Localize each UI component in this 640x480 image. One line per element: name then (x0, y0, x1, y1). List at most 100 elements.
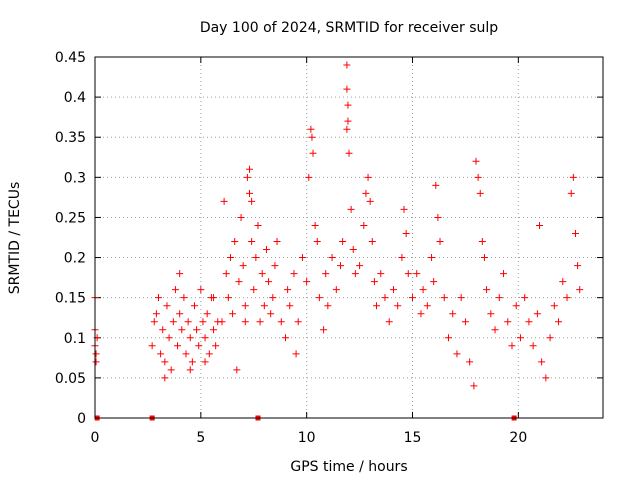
data-point (252, 254, 260, 262)
data-point (201, 334, 209, 342)
data-point (311, 221, 319, 229)
y-tick-label: 0.2 (64, 251, 86, 267)
data-point (512, 302, 520, 310)
data-point (169, 318, 177, 326)
data-point (398, 254, 406, 262)
data-point (186, 366, 194, 374)
data-point (167, 366, 175, 374)
x-axis-label: GPS time / hours (290, 459, 407, 475)
data-point (538, 358, 546, 366)
data-point (453, 350, 461, 358)
data-point (161, 374, 169, 382)
data-point (343, 85, 351, 93)
data-point (576, 286, 584, 294)
data-point (159, 326, 167, 334)
data-point (163, 302, 171, 310)
data-point (184, 318, 192, 326)
data-point (328, 254, 336, 262)
data-point (265, 278, 273, 286)
data-point (525, 318, 533, 326)
data-point (220, 197, 228, 205)
data-point (364, 173, 372, 181)
data-point (344, 101, 352, 109)
data-point (368, 238, 376, 246)
data-point (203, 310, 211, 318)
data-point (563, 294, 571, 302)
data-point (419, 286, 427, 294)
x-tick-label: 0 (91, 430, 100, 446)
data-point (478, 238, 486, 246)
data-point (150, 318, 158, 326)
y-tick-label: 0.35 (55, 130, 86, 146)
data-point (322, 270, 330, 278)
y-tick-label: 0.3 (64, 170, 86, 186)
data-point (165, 334, 173, 342)
data-point (404, 270, 412, 278)
data-point (440, 294, 448, 302)
y-tick-label: 0.15 (55, 291, 86, 307)
data-point (292, 350, 300, 358)
y-tick-label: 0.05 (55, 371, 86, 387)
data-point (366, 197, 374, 205)
data-point (356, 262, 364, 270)
data-point (313, 238, 321, 246)
data-point (260, 302, 268, 310)
data-point (504, 318, 512, 326)
data-point (377, 270, 385, 278)
data-point (231, 238, 239, 246)
data-point (516, 334, 524, 342)
data-point (205, 350, 213, 358)
data-point (290, 270, 298, 278)
data-point (182, 350, 190, 358)
data-point (284, 286, 292, 294)
data-point (343, 61, 351, 69)
x-tick-label: 5 (196, 430, 205, 446)
data-point (309, 149, 317, 157)
data-point (466, 358, 474, 366)
data-point (235, 278, 243, 286)
data-point (315, 294, 323, 302)
data-point (472, 157, 480, 165)
data-point (269, 294, 277, 302)
data-point (491, 326, 499, 334)
data-point (332, 286, 340, 294)
y-tick-label: 0.1 (64, 331, 86, 347)
data-points (91, 61, 584, 390)
data-point (254, 221, 262, 229)
data-point (413, 270, 421, 278)
data-point (307, 125, 315, 133)
data-point (241, 302, 249, 310)
data-point (305, 173, 313, 181)
data-point (218, 318, 226, 326)
data-point (148, 342, 156, 350)
data-point (199, 318, 207, 326)
data-point (337, 262, 345, 270)
data-point (402, 229, 410, 237)
data-point (373, 302, 381, 310)
data-point (256, 318, 264, 326)
data-point (480, 254, 488, 262)
data-point (457, 294, 465, 302)
data-point (286, 302, 294, 310)
data-point (298, 254, 306, 262)
data-point (423, 302, 431, 310)
data-point (500, 270, 508, 278)
data-point (487, 310, 495, 318)
data-point (171, 286, 179, 294)
plot-frame (94, 56, 604, 419)
data-point (201, 358, 209, 366)
data-point (303, 278, 311, 286)
data-point (233, 366, 241, 374)
data-point (92, 350, 100, 358)
data-point (567, 189, 575, 197)
data-point (428, 254, 436, 262)
data-point (229, 310, 237, 318)
data-point (258, 270, 266, 278)
data-point (92, 358, 100, 366)
data-point (550, 302, 558, 310)
data-point (389, 286, 397, 294)
data-point (343, 125, 351, 133)
data-point (417, 310, 425, 318)
data-point (324, 302, 332, 310)
data-point (574, 262, 582, 270)
